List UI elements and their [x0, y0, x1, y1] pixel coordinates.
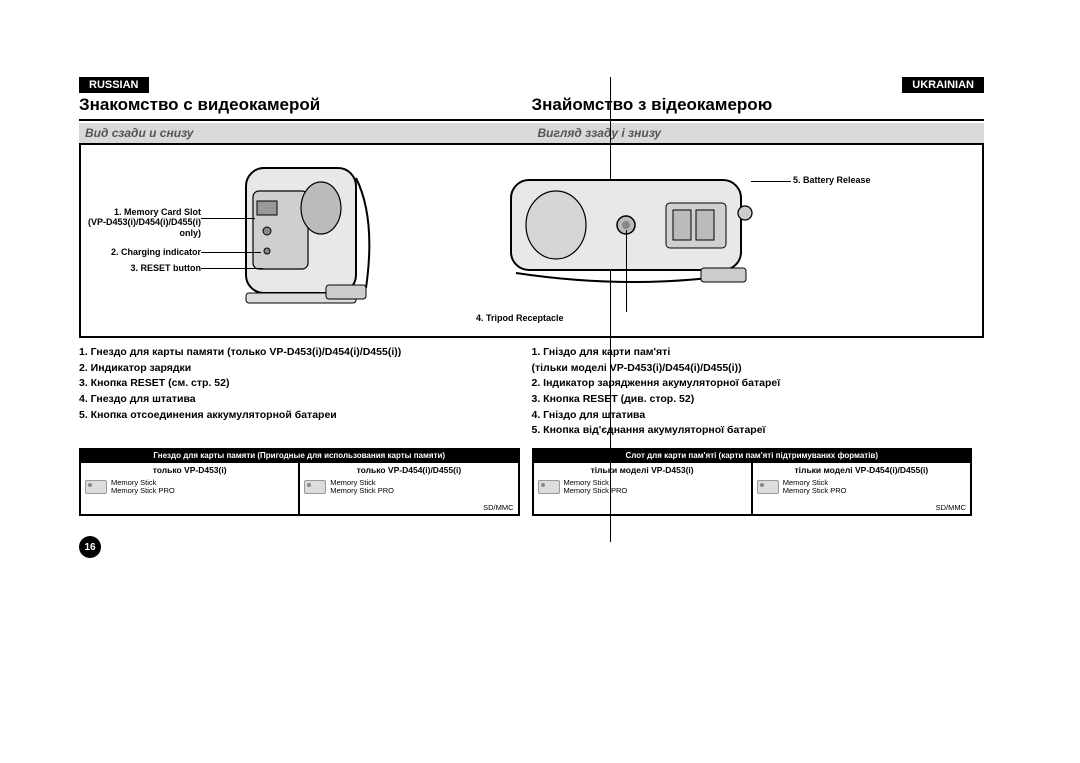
table-header: Гнездо для карты памяти (Пригодные для и…	[80, 449, 519, 462]
list-left: 1. Гнездо для карты памяти (только VP-D4…	[79, 346, 532, 440]
list-item: 4. Гнездо для штатива	[79, 393, 522, 407]
list-item: 3. Кнопка RESET (див. стор. 52)	[532, 393, 975, 407]
memory-stick-icon	[757, 480, 779, 494]
list-item: 4. Гніздо для штатива	[532, 409, 975, 423]
diagram-box: 1. Memory Card Slot (VP-D453(i)/D454(i)/…	[79, 143, 984, 338]
lang-left: RUSSIAN	[79, 77, 149, 93]
lead-5	[751, 181, 791, 182]
list-item: 2. Індикатор зарядження акумуляторної ба…	[532, 377, 975, 391]
card-tables: Гнездо для карты памяти (Пригодные для и…	[79, 448, 984, 517]
table-left: Гнездо для карты памяти (Пригодные для и…	[79, 448, 532, 517]
callout-5: 5. Battery Release	[793, 175, 871, 185]
lead-3	[201, 268, 263, 269]
list-item: 5. Кнопка отсоединения аккумуляторной ба…	[79, 409, 522, 423]
list-item: 1. Гніздо для карти пам'яті	[532, 346, 975, 360]
list-item: 5. Кнопка від'єднання акумуляторної бата…	[532, 424, 975, 438]
list-item: 3. Кнопка RESET (см. стр. 52)	[79, 377, 522, 391]
parts-lists: 1. Гнездо для карты памяти (только VP-D4…	[79, 346, 984, 440]
table-sub: только VP-D454(i)/D455(i)	[304, 465, 513, 477]
list-item: 1. Гнездо для карты памяти (только VP-D4…	[79, 346, 522, 360]
lead-2	[201, 252, 261, 253]
camcorder-bottom-illustration	[501, 165, 781, 300]
table-sub: тільки моделі VP-D453(i)	[538, 465, 747, 477]
lang-right: UKRAINIAN	[902, 77, 984, 93]
callout-2: 2. Charging indicator	[83, 247, 201, 257]
table-header: Слот для карти пам'яті (карти пам'яті пі…	[533, 449, 972, 462]
callout-4: 4. Tripod Receptacle	[476, 313, 564, 323]
list-item: 2. Индикатор зарядки	[79, 362, 522, 376]
subtitle-left: Вид сзади и снизу	[79, 123, 532, 143]
memory-stick-icon	[538, 480, 560, 494]
memory-stick-icon	[304, 480, 326, 494]
subtitle-right: Вигляд ззаду і знизу	[532, 123, 985, 143]
table-sub: только VP-D453(i)	[85, 465, 294, 477]
memory-stick-icon	[85, 480, 107, 494]
title-left: Знакомство с видеокамерой	[79, 93, 532, 119]
sd-label: SD/MMC	[757, 497, 966, 512]
list-right: 1. Гніздо для карти пам'яті (тільки моде…	[532, 346, 985, 440]
title-right: Знайомство з відеокамерою	[532, 93, 985, 119]
sd-label: SD/MMC	[304, 497, 513, 512]
table-sub: тільки моделі VP-D454(i)/D455(i)	[757, 465, 966, 477]
subtitle-row: Вид сзади и снизу Вигляд ззаду і знизу	[79, 123, 984, 143]
callout-1: 1. Memory Card Slot (VP-D453(i)/D454(i)/…	[83, 207, 201, 238]
lead-4	[626, 230, 627, 312]
page-number: 16	[79, 536, 101, 558]
table-right: Слот для карти пам'яті (карти пам'яті пі…	[532, 448, 985, 517]
callout-3: 3. RESET button	[83, 263, 201, 273]
lead-1	[201, 218, 255, 219]
language-bar: RUSSIAN UKRAINIAN	[79, 77, 984, 93]
list-item: (тільки моделі VP-D453(i)/D454(i)/D455(i…	[532, 362, 975, 376]
camcorder-rear-illustration	[211, 153, 396, 323]
title-row: Знакомство с видеокамерой Знайомство з в…	[79, 93, 984, 121]
